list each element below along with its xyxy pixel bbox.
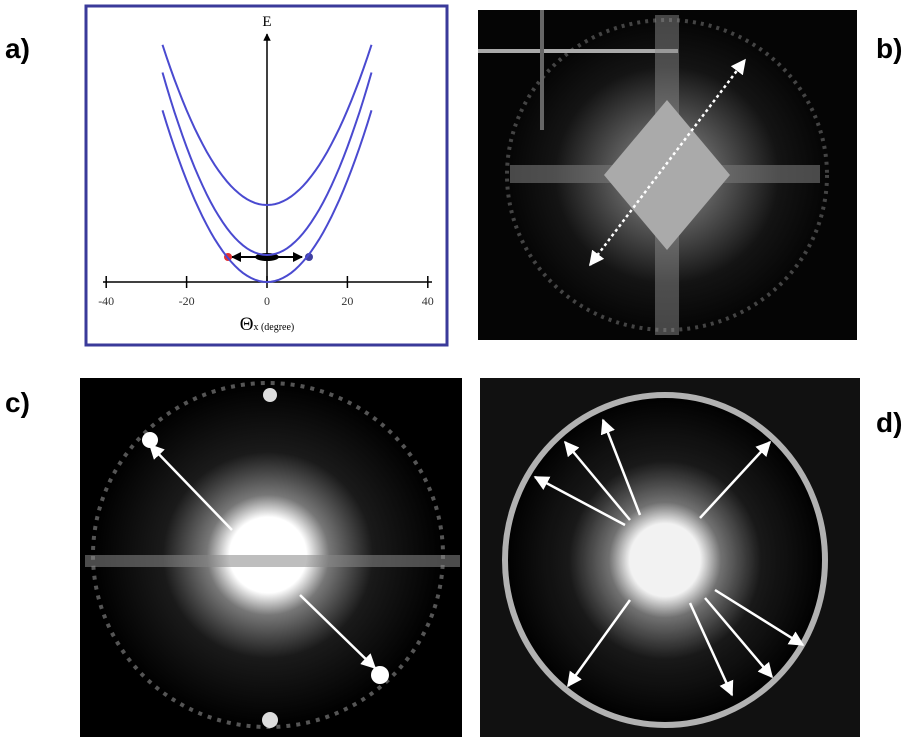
- spot: [263, 388, 277, 402]
- arrow: [704, 597, 773, 679]
- x-tick-label: 0: [264, 294, 270, 308]
- panel-label: d): [876, 407, 902, 438]
- x-tick-label: -20: [179, 294, 195, 308]
- arrow: [589, 58, 746, 267]
- spot: [371, 666, 389, 684]
- panel-c: [80, 378, 462, 737]
- x-tick-label: -40: [98, 294, 114, 308]
- panel-a: E Θx (degree) -40 -20 0 20 40: [84, 4, 449, 347]
- ring: [502, 392, 828, 728]
- arrow: [533, 475, 626, 527]
- arrow: [699, 440, 772, 519]
- arrow: [714, 588, 805, 647]
- panel-d: [480, 378, 860, 737]
- arrow: [564, 440, 631, 521]
- arrow: [600, 418, 642, 516]
- x-tick-label: 20: [341, 294, 353, 308]
- x-label-symbol: Θ: [240, 314, 254, 335]
- band-curve: [161, 72, 373, 257]
- spot: [262, 712, 278, 728]
- band-curve: [161, 110, 373, 284]
- dot: [305, 253, 313, 261]
- panel-b: [478, 10, 857, 340]
- panel-label: c): [5, 387, 30, 418]
- x-label-sub: x (degree): [253, 322, 294, 333]
- y-axis-label: E: [262, 14, 271, 30]
- band-curve: [161, 44, 373, 207]
- arrow: [299, 594, 377, 670]
- arrow: [566, 599, 632, 688]
- streak: [540, 10, 544, 130]
- streak: [85, 555, 460, 567]
- panel-label: b): [876, 33, 902, 64]
- x-tick-label: 40: [422, 294, 434, 308]
- arrow: [688, 602, 734, 697]
- panel-label: a): [5, 33, 30, 64]
- streak: [478, 49, 678, 53]
- x-axis-label: Θx (degree): [240, 314, 295, 335]
- arrow: [148, 443, 233, 531]
